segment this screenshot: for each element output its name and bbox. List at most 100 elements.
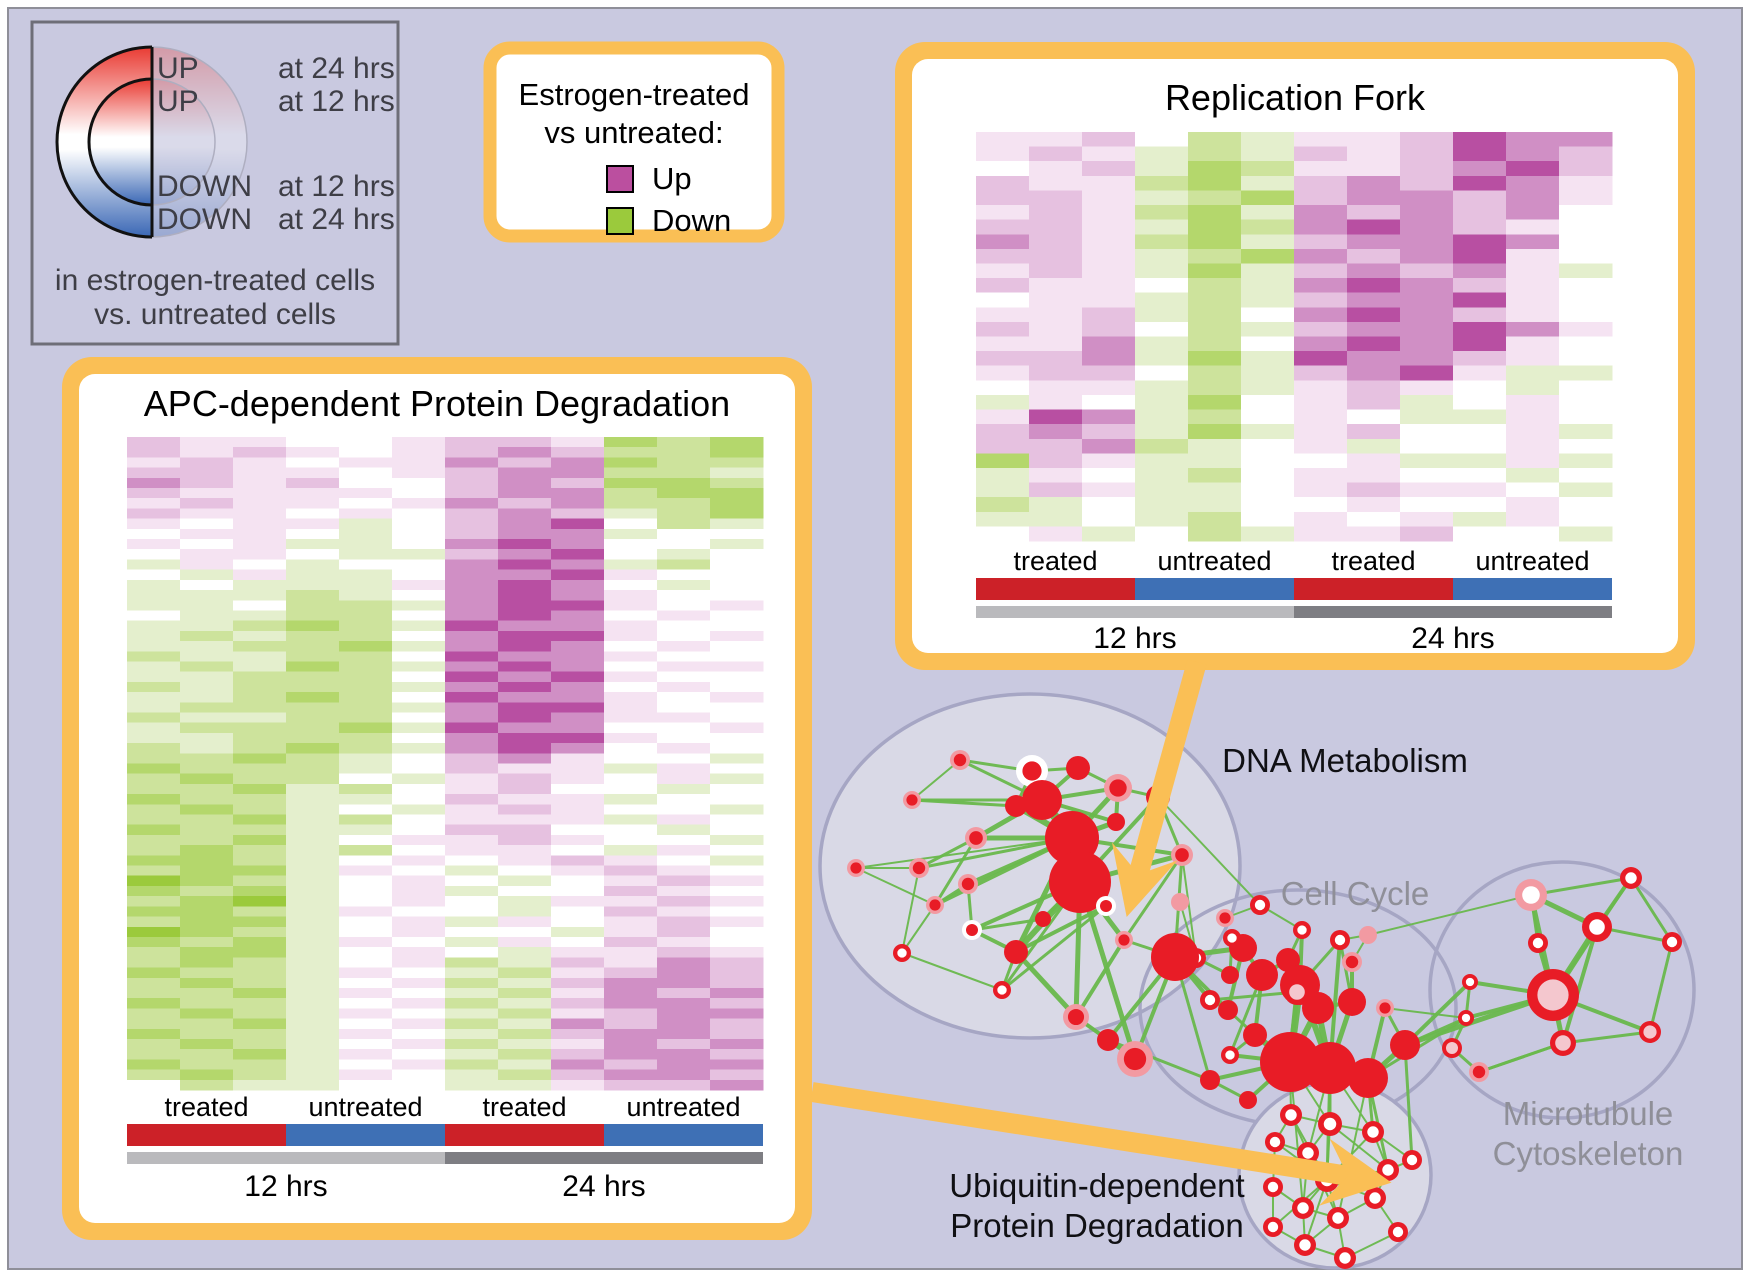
heatmap-cell xyxy=(392,1069,446,1081)
heatmap-cell xyxy=(976,307,1030,323)
gene-node-core xyxy=(966,924,978,936)
heatmap-cell xyxy=(127,630,181,642)
heatmap-cell xyxy=(1188,219,1242,235)
heatmap-cell xyxy=(392,1008,446,1020)
heatmap-cell xyxy=(445,1059,499,1071)
heatmap-cell xyxy=(551,1049,605,1060)
heatmap-cell xyxy=(657,1079,711,1091)
heatmap-cell xyxy=(604,528,658,540)
heatmap-cell xyxy=(339,794,393,805)
gene-node-solid xyxy=(1239,1091,1257,1109)
heatmap-cell xyxy=(1347,278,1401,294)
heatmap-cell xyxy=(604,896,658,907)
heatmap-cell xyxy=(604,834,658,846)
heatmap-cell xyxy=(710,977,764,989)
heatmap-cell xyxy=(1506,321,1560,338)
heatmap-cell xyxy=(657,722,711,734)
heatmap-cell xyxy=(1453,321,1507,338)
heatmap-cell xyxy=(233,1049,287,1060)
heatmap-cell xyxy=(1400,336,1454,352)
heatmap-cell xyxy=(339,743,393,754)
heatmap-cell xyxy=(551,753,605,765)
heatmap-cell xyxy=(445,773,499,785)
heatmap-cell xyxy=(1241,482,1295,498)
heatmap-cell xyxy=(498,467,552,479)
heatmap-cell xyxy=(604,743,658,754)
heatmap-cell xyxy=(604,692,658,703)
heatmap-cell xyxy=(392,804,446,816)
heatmap-cell xyxy=(445,763,499,775)
heatmap-cell xyxy=(445,661,499,673)
heatmap-cell xyxy=(498,539,552,550)
heatmap-cell xyxy=(1135,511,1189,527)
heatmap-cell xyxy=(1029,292,1083,308)
heatmap-cell xyxy=(1400,526,1454,542)
heatmap-cell xyxy=(710,681,764,693)
heatmap-cell xyxy=(604,957,658,969)
heatmap-cell xyxy=(180,855,234,867)
heatmap-cell xyxy=(127,722,181,734)
heatmap-cell xyxy=(1241,190,1295,206)
heatmap-cell xyxy=(339,630,393,642)
heatmap-cell xyxy=(233,834,287,846)
ring-legend-box xyxy=(30,20,400,346)
heatmap-cell xyxy=(1082,132,1136,148)
heatmap-cell xyxy=(710,885,764,897)
heatmap-cell xyxy=(498,834,552,846)
heatmap-cell xyxy=(657,651,711,663)
heatmap-cell xyxy=(551,600,605,612)
heatmap-cell xyxy=(1559,482,1613,498)
gene-node-hole xyxy=(1285,1109,1297,1121)
heatmap-cell xyxy=(445,610,499,622)
gene-node-hole xyxy=(1267,1221,1279,1233)
heatmap-cell xyxy=(1453,307,1507,323)
heatmap-cell xyxy=(180,875,234,887)
heatmap-cell xyxy=(286,651,340,663)
heatmap-cell xyxy=(710,477,764,489)
heatmap-cell xyxy=(445,875,499,887)
heatmap-cell xyxy=(286,896,340,907)
heatmap-cell xyxy=(1188,394,1242,411)
heatmap-cell xyxy=(392,875,446,887)
heatmap-cell xyxy=(339,906,393,918)
heatmap-cell xyxy=(392,753,446,765)
heatmap-cell xyxy=(127,447,181,458)
heatmap-cell xyxy=(1453,175,1507,191)
heatmap-cell xyxy=(392,947,446,958)
heatmap-cell xyxy=(710,773,764,785)
heatmap-cell xyxy=(286,783,340,795)
network-edge xyxy=(1074,938,1126,1019)
heatmap-cell xyxy=(604,549,658,560)
heatmap-cell xyxy=(180,498,234,509)
heatmap-cell xyxy=(1082,146,1136,162)
heatmap-cell xyxy=(180,916,234,928)
heatmap-cell xyxy=(392,539,446,550)
heatmap-cell xyxy=(180,630,234,642)
heatmap-cell xyxy=(551,467,605,479)
heatmap-cell xyxy=(286,488,340,499)
heatmap-cell xyxy=(127,620,181,632)
heatmap-cell xyxy=(1082,365,1136,381)
heatmap-cell xyxy=(1082,380,1136,396)
heatmap-cell xyxy=(1241,453,1295,469)
heatmap-cell xyxy=(445,692,499,703)
heatmap-cell xyxy=(657,600,711,612)
heatmap-cell xyxy=(710,702,764,714)
heatmap-cell xyxy=(1347,321,1401,338)
heatmap-cell xyxy=(1453,234,1507,250)
heatmap-cell xyxy=(1347,351,1401,367)
network-edge xyxy=(901,867,920,954)
heatmap-cell xyxy=(657,518,711,530)
updown-legend: Estrogen-treated vs untreated: Up Down xyxy=(483,41,785,243)
heatmap-cell xyxy=(1029,336,1083,352)
down-swatch xyxy=(606,207,634,235)
heatmap-cell xyxy=(233,885,287,897)
heatmap-cell xyxy=(710,804,764,816)
heatmap-cell xyxy=(180,641,234,652)
heatmap-cell xyxy=(1453,453,1507,469)
heatmap-cell xyxy=(392,906,446,918)
gene-node-hole xyxy=(1465,977,1475,987)
gene-node-solid xyxy=(1004,940,1028,964)
heatmap-cell xyxy=(1135,526,1189,542)
gene-node-hole xyxy=(1267,1181,1279,1193)
